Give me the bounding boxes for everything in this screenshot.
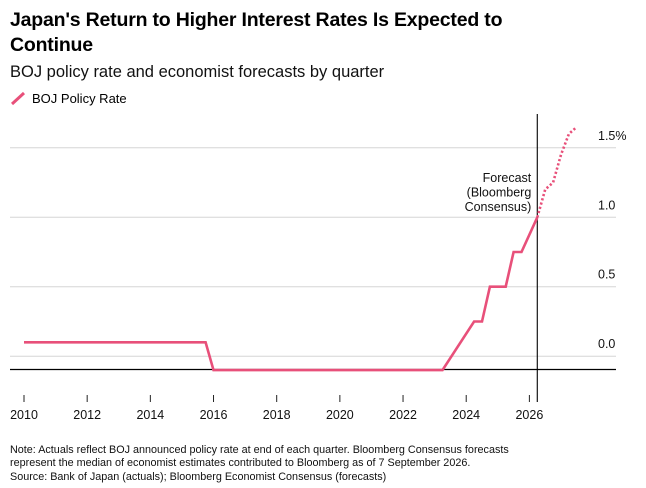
x-tick-label: 2020 <box>326 408 354 422</box>
forecast-annotation-line: Forecast <box>483 171 532 185</box>
legend-label: BOJ Policy Rate <box>32 90 127 106</box>
x-tick-label: 2012 <box>73 408 101 422</box>
chart-title-line-2: Continue <box>10 34 93 56</box>
series-line-forecast <box>536 125 578 218</box>
y-tick-label: 1.5% <box>598 129 627 143</box>
series-line-actual <box>24 216 539 372</box>
legend: BOJ Policy Rate <box>10 89 127 107</box>
line-chart: 0.0 0.5 1.0 1.5% 2010 2012 2014 2016 2018 2020 202… <box>10 114 627 422</box>
y-tick-label: 1.0 <box>598 198 615 212</box>
y-tick-label: 0.5 <box>598 268 615 282</box>
note-line-1: Note: Actuals reflect BOJ announced poli… <box>10 444 509 456</box>
x-tick-label: 2026 <box>515 408 543 422</box>
forecast-annotation-line: (Bloomberg <box>467 186 532 200</box>
chart-title-line-1: Japan's Return to Higher Interest Rates … <box>10 9 503 31</box>
x-tick-label: 2024 <box>452 408 480 422</box>
x-tick-label: 2010 <box>10 408 38 422</box>
forecast-annotation-line: Consensus) <box>465 200 532 214</box>
x-tick-label: 2016 <box>200 408 228 422</box>
x-tick-label: 2022 <box>389 408 417 422</box>
chart-title: Japan's Return to Higher Interest Rates … <box>10 8 630 58</box>
chart-subtitle: BOJ policy rate and economist forecasts … <box>10 63 385 81</box>
legend-swatch-icon <box>10 91 26 106</box>
x-tick-label: 2014 <box>136 408 164 422</box>
y-tick-label: 0.0 <box>598 337 615 351</box>
x-tick-label: 2018 <box>263 408 291 422</box>
note-line-2: represent the median of economist estima… <box>10 457 471 470</box>
chart-notes: Note: Actuals reflect BOJ announced poli… <box>10 444 636 484</box>
source-line: Source: Bank of Japan (actuals); Bloombe… <box>10 470 387 483</box>
